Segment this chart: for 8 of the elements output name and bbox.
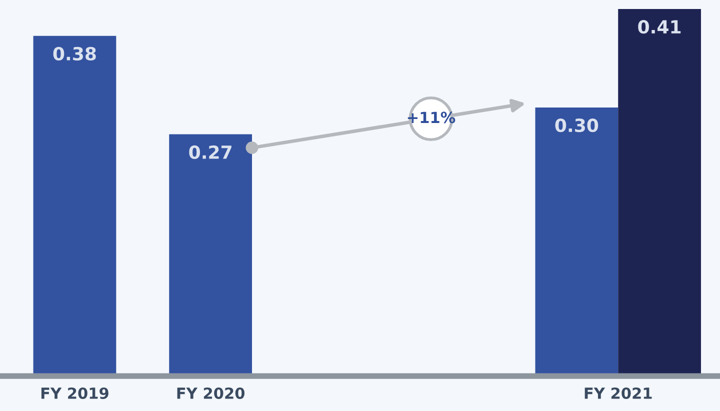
annotation: +11%	[408, 112, 456, 124]
data-label: 0.38	[53, 46, 96, 61]
x-tick-label: FY 2020	[177, 387, 245, 399]
data-label: 0.41	[638, 20, 681, 34]
x-tick-label: FY 2019	[41, 387, 108, 399]
data-label: 0.30	[555, 118, 598, 132]
x-tick-label: FY 2021	[584, 387, 652, 399]
data-label: 0.27	[189, 145, 232, 160]
